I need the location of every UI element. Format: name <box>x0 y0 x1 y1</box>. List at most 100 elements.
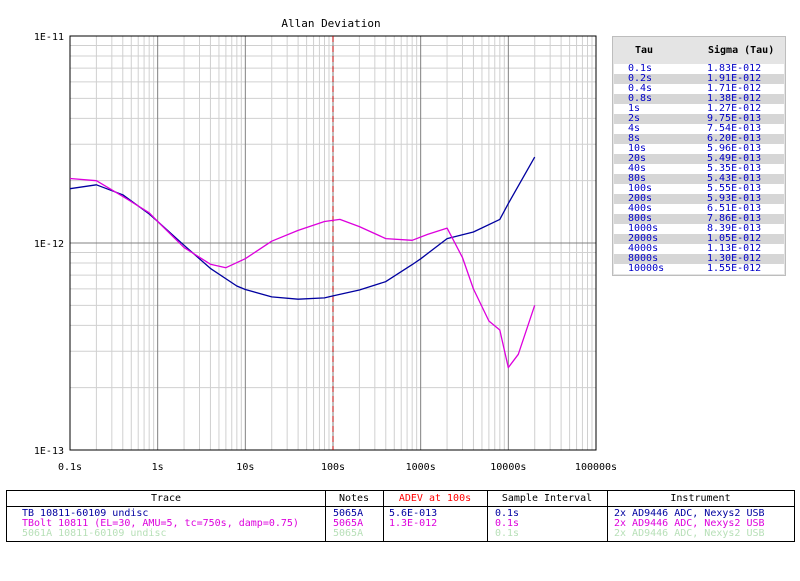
tau-sigma-table: Tau Sigma (Tau) 0.1s 1.83E-012 0.2s 1.91E-0… <box>612 36 786 276</box>
tau-value: 40s <box>628 163 647 174</box>
x-tick-label: 10000s <box>490 462 526 473</box>
legend-trace-name: TB 10811-60109 undisc <box>22 508 149 519</box>
sigma-value: 5.35E-013 <box>707 163 762 174</box>
tau-rows: 0.1s 1.83E-012 0.2s 1.91E-012 0.4s 1.71E-012 0… <box>614 64 784 274</box>
legend-instrument: 2x AD9446 ADC, Nexys2 USB <box>614 518 765 529</box>
tau-value: 800s <box>628 213 653 224</box>
x-tick-label: 1000s <box>406 462 436 473</box>
series-line-2 <box>69 177 536 369</box>
sigma-header: Sigma (Tau) <box>708 45 775 56</box>
series-line-1 <box>69 156 536 300</box>
tau-value: 80s <box>628 173 647 184</box>
tau-row: 10000s 1.55E-012 <box>614 264 784 274</box>
tau-value: 4s <box>628 123 641 134</box>
legend-instrument: 2x AD9446 ADC, Nexys2 USB <box>614 528 765 539</box>
tau-row: 80s 5.43E-013 <box>614 174 784 184</box>
tau-row: 20s 5.49E-013 <box>614 154 784 164</box>
legend-notes: 5065A <box>333 528 364 539</box>
legend-divider <box>607 491 608 541</box>
sigma-value: 9.75E-013 <box>707 113 762 124</box>
legend-divider <box>325 491 326 541</box>
tau-row: 0.8s 1.38E-012 <box>614 94 784 104</box>
y-tick-label: 1E-13 <box>34 446 64 457</box>
tau-value: 0.1s <box>628 63 653 74</box>
tau-value: 400s <box>628 203 653 214</box>
x-tick-label: 1s <box>152 462 164 473</box>
tau-row: 4000s 1.13E-012 <box>614 244 784 254</box>
tau-value: 10s <box>628 143 647 154</box>
tau-row: 2s 9.75E-013 <box>614 114 784 124</box>
sigma-value: 5.93E-013 <box>707 193 762 204</box>
legend-sample-interval: 0.1s <box>495 518 520 529</box>
sigma-value: 5.43E-013 <box>707 173 762 184</box>
tau-value: 4000s <box>628 243 659 254</box>
legend-divider <box>487 491 488 541</box>
sigma-value: 1.27E-012 <box>707 103 762 114</box>
sigma-value: 1.13E-012 <box>707 243 762 254</box>
sigma-value: 5.49E-013 <box>707 153 762 164</box>
legend-header-trace: Trace <box>7 491 325 507</box>
chart-title: Allan Deviation <box>281 17 380 30</box>
legend-header-instrument: Instrument <box>607 491 794 507</box>
tau-value: 8000s <box>628 253 659 264</box>
tau-row: 8000s 1.30E-012 <box>614 254 784 264</box>
legend-header-interval: Sample Interval <box>487 491 607 507</box>
sigma-value: 1.83E-012 <box>707 63 762 74</box>
sigma-value: 8.39E-013 <box>707 223 762 234</box>
x-tick-label: 100s <box>321 462 345 473</box>
legend-sample-interval: 0.1s <box>495 508 520 519</box>
tau-value: 2000s <box>628 233 659 244</box>
major-grid <box>70 36 596 450</box>
tau-value: 0.4s <box>628 83 653 94</box>
sigma-value: 5.55E-013 <box>707 183 762 194</box>
legend-adev-value: 1.3E-012 <box>389 518 438 529</box>
sigma-value: 1.38E-012 <box>707 93 762 104</box>
sigma-value: 6.51E-013 <box>707 203 762 214</box>
tau-value: 10000s <box>628 263 665 274</box>
tau-header: Tau <box>635 45 654 56</box>
tau-value: 1s <box>628 103 641 114</box>
sigma-value: 1.55E-012 <box>707 263 762 274</box>
tau-value: 8s <box>628 133 641 144</box>
tau-row: 10s 5.96E-013 <box>614 144 784 154</box>
trace-legend-table: Trace Notes ADEV at 100s Sample Interval… <box>6 490 795 542</box>
legend-sample-interval: 0.1s <box>495 528 520 539</box>
tau-value: 1000s <box>628 223 659 234</box>
tau-row: 400s 6.51E-013 <box>614 204 784 214</box>
tau-row: 0.4s 1.71E-012 <box>614 84 784 94</box>
allan-deviation-chart: Allan Deviation 0.1s 1s 10s 100s 1000s 10000s… <box>34 17 617 473</box>
tau-row: 100s 5.55E-013 <box>614 184 784 194</box>
tau-row: 8s 6.20E-013 <box>614 134 784 144</box>
legend-notes: 5065A <box>333 518 364 529</box>
tau-value: 0.8s <box>628 93 653 104</box>
sigma-value: 1.71E-012 <box>707 83 762 94</box>
legend-instrument: 2x AD9446 ADC, Nexys2 USB <box>614 508 765 519</box>
y-axis-ticks: 1E-11 1E-12 1E-13 <box>34 32 64 457</box>
legend-divider <box>383 491 384 541</box>
sigma-value: 6.20E-013 <box>707 133 762 144</box>
y-tick-label: 1E-12 <box>34 239 64 250</box>
tau-row: 0.1s 1.83E-012 <box>614 64 784 74</box>
tau-row: 4s 7.54E-013 <box>614 124 784 134</box>
sigma-value: 7.86E-013 <box>707 213 762 224</box>
sigma-value: 1.30E-012 <box>707 253 762 264</box>
tau-value: 2s <box>628 113 641 124</box>
tau-value: 0.2s <box>628 73 653 84</box>
legend-trace-name: TBolt 10811 (EL=30, AMU=5, tc=750s, damp… <box>22 518 299 529</box>
legend-header-adev: ADEV at 100s <box>383 491 487 507</box>
tau-value: 100s <box>628 183 653 194</box>
tau-row: 0.2s 1.91E-012 <box>614 74 784 84</box>
x-tick-label: 0.1s <box>58 462 82 473</box>
sigma-value: 1.05E-012 <box>707 233 762 244</box>
legend-adev-value: 5.6E-013 <box>389 508 438 519</box>
x-tick-label: 100000s <box>575 462 617 473</box>
x-tick-label: 10s <box>236 462 254 473</box>
x-axis-ticks: 0.1s 1s 10s 100s 1000s 10000s 100000s <box>58 462 617 473</box>
tau-row: 200s 5.93E-013 <box>614 194 784 204</box>
y-tick-label: 1E-11 <box>34 32 64 43</box>
tau-row: 2000s 1.05E-012 <box>614 234 784 244</box>
tau-row: 1s 1.27E-012 <box>614 104 784 114</box>
legend-header-notes: Notes <box>325 491 383 507</box>
sigma-value: 5.96E-013 <box>707 143 762 154</box>
tau-value: 20s <box>628 153 647 164</box>
